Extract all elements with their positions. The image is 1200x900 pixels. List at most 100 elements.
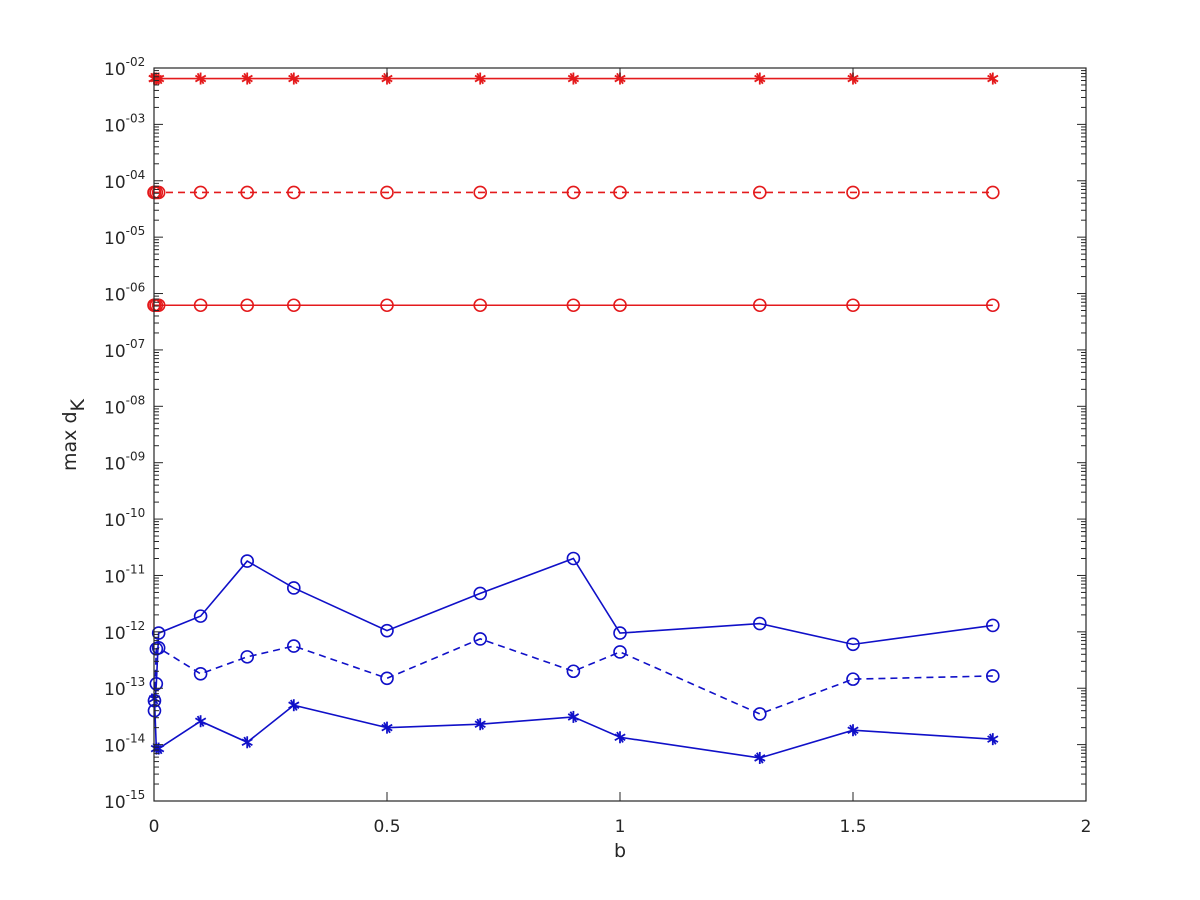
circle-marker <box>846 185 860 200</box>
star-marker <box>987 72 999 85</box>
circle-marker <box>752 185 767 200</box>
star-stroke <box>290 699 298 711</box>
circle-marker <box>566 551 581 566</box>
circle-marker <box>566 664 581 679</box>
star-stroke <box>849 72 857 85</box>
y-tick-base: 10 <box>104 116 126 136</box>
y-tick-base: 10 <box>104 173 126 193</box>
y-tick-label: 10-06 <box>104 281 145 306</box>
circle-marker <box>752 616 767 631</box>
circle-marker <box>380 671 394 686</box>
y-tick-base: 10 <box>104 455 126 475</box>
y-tick-base: 10 <box>104 511 126 531</box>
series-1 <box>148 72 999 85</box>
star-marker <box>194 715 207 728</box>
y-tick-exponent: -08 <box>126 393 146 407</box>
circle-marker <box>566 298 581 313</box>
y-tick-exponent: -04 <box>126 168 146 182</box>
circle-marker <box>846 298 860 313</box>
y-tick-base: 10 <box>104 793 126 813</box>
y-tick-label: 10-08 <box>104 393 145 418</box>
y-tick-label: 10-15 <box>104 788 145 813</box>
y-tick-base: 10 <box>104 737 126 757</box>
y-tick-exponent: -07 <box>126 337 146 351</box>
star-stroke <box>616 731 624 743</box>
circle-marker <box>613 645 627 659</box>
star-stroke <box>756 72 764 85</box>
star-stroke <box>989 733 997 745</box>
circle-marker <box>613 185 627 200</box>
y-tick-label: 10-03 <box>104 111 145 136</box>
star-stroke <box>569 711 578 723</box>
y-tick-base: 10 <box>104 286 126 306</box>
y-tick-label: 10-11 <box>104 562 145 587</box>
star-stroke <box>616 72 624 85</box>
star-stroke <box>476 72 484 85</box>
y-tick-label: 10-05 <box>104 224 145 249</box>
x-tick-label: 0 <box>149 817 160 837</box>
y-tick-exponent: -03 <box>126 111 146 125</box>
y-tick-base: 10 <box>104 567 126 587</box>
star-stroke <box>476 718 484 730</box>
series-line <box>153 638 993 715</box>
y-tick-exponent: -14 <box>126 732 146 746</box>
y-axis-title-subscript: K <box>67 398 89 411</box>
star-marker <box>987 733 999 746</box>
star-marker <box>241 736 253 749</box>
star-marker <box>474 718 486 731</box>
star-stroke <box>290 72 298 85</box>
circle-marker <box>985 618 1000 633</box>
circle-marker <box>193 667 208 681</box>
star-stroke <box>849 724 857 736</box>
star-marker <box>474 72 486 85</box>
y-tick-label: 10-04 <box>104 168 145 193</box>
circle-marker <box>752 707 767 721</box>
star-marker <box>288 699 300 712</box>
y-tick-exponent: -12 <box>126 619 146 633</box>
circle-marker <box>613 298 627 313</box>
star-stroke <box>383 72 391 85</box>
star-marker <box>754 72 766 85</box>
star-stroke <box>756 752 764 764</box>
circle-marker <box>240 650 254 664</box>
y-tick-exponent: -11 <box>126 562 146 576</box>
y-tick-label: 10-02 <box>104 55 145 80</box>
y-tick-base: 10 <box>104 398 126 418</box>
y-tick-label: 10-12 <box>104 619 145 644</box>
y-tick-label: 10-10 <box>104 506 145 531</box>
circle-marker <box>240 185 254 200</box>
y-tick-base: 10 <box>104 60 126 80</box>
star-stroke <box>569 72 578 85</box>
y-tick-label: 10-13 <box>104 675 145 700</box>
y-axis-title-main: max d <box>59 411 81 471</box>
circle-marker <box>286 185 301 200</box>
star-marker <box>614 72 626 85</box>
star-stroke <box>196 715 205 727</box>
star-marker <box>614 731 626 744</box>
circle-marker <box>613 626 627 640</box>
y-tick-exponent: -02 <box>126 55 146 69</box>
circle-marker <box>240 298 254 313</box>
y-tick-base: 10 <box>104 229 126 249</box>
star-stroke <box>154 72 163 85</box>
circle-marker <box>473 586 488 601</box>
circle-marker <box>193 609 208 623</box>
y-tick-exponent: -15 <box>126 788 146 802</box>
circle-marker <box>286 581 301 595</box>
circle-marker <box>566 185 581 200</box>
star-marker <box>381 721 393 734</box>
circle-marker <box>193 298 208 313</box>
star-marker <box>754 751 766 764</box>
circle-marker <box>846 637 860 652</box>
star-marker <box>194 72 207 85</box>
y-tick-label: 10-07 <box>104 337 145 362</box>
circle-marker <box>193 185 208 200</box>
x-tick-label: 1 <box>615 817 626 837</box>
star-marker <box>567 72 580 85</box>
star-marker <box>288 72 300 85</box>
y-tick-exponent: -09 <box>126 450 146 464</box>
circle-marker <box>985 185 1000 200</box>
y-tick-base: 10 <box>104 342 126 362</box>
star-stroke <box>243 72 251 85</box>
